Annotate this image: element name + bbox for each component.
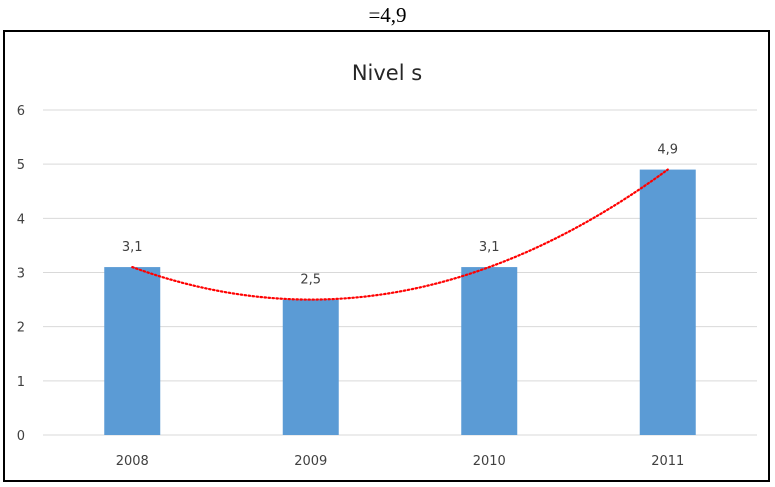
data-label: 2,5 [300, 273, 321, 288]
chart-frame: Nivel s 0 1 2 3 4 5 6 3,1 2,5 3,1 4,9 2008 2009 201… [3, 30, 770, 482]
x-tick-label: 2009 [294, 454, 327, 469]
bar-2009 [282, 299, 339, 435]
y-tick-label: 0 [17, 429, 25, 444]
trendline [131, 168, 669, 301]
y-tick-label: 4 [17, 212, 25, 227]
y-tick-label: 2 [17, 321, 25, 336]
data-label: 3,1 [122, 240, 143, 255]
bars [104, 169, 696, 436]
caption-text: =4,9 [368, 3, 407, 27]
y-axis-ticks: 0 1 2 3 4 5 6 [17, 104, 25, 444]
y-tick-label: 5 [17, 158, 25, 173]
chart-title: Nivel s [352, 61, 422, 85]
gridlines [43, 109, 757, 436]
x-tick-label: 2010 [473, 454, 506, 469]
bar-2010 [461, 267, 518, 435]
y-tick-label: 6 [17, 104, 25, 119]
x-axis-ticks: 2008 2009 2010 2011 [116, 454, 685, 469]
y-tick-label: 1 [17, 375, 25, 390]
x-tick-label: 2011 [651, 454, 684, 469]
x-tick-label: 2008 [116, 454, 149, 469]
trendline-layer [131, 168, 669, 301]
bar-2008 [104, 267, 161, 435]
data-label: 4,9 [657, 143, 678, 158]
bar-2011 [639, 169, 696, 436]
chart-svg: Nivel s 0 1 2 3 4 5 6 3,1 2,5 3,1 4,9 2008 2009 201… [17, 61, 757, 469]
data-label: 3,1 [479, 240, 500, 255]
data-labels: 3,1 2,5 3,1 4,9 [122, 143, 678, 288]
y-tick-label: 3 [17, 267, 25, 282]
